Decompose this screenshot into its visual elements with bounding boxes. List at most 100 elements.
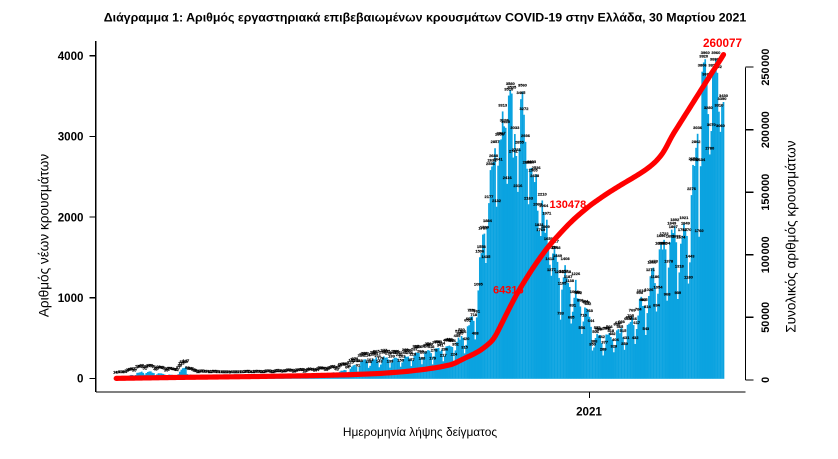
svg-text:74: 74 (141, 364, 146, 369)
svg-text:8: 8 (250, 369, 253, 374)
svg-text:1849: 1849 (681, 221, 691, 226)
svg-text:1692: 1692 (672, 233, 682, 238)
svg-text:2688: 2688 (489, 153, 499, 158)
svg-text:1722: 1722 (660, 231, 670, 236)
svg-text:1548: 1548 (552, 245, 562, 250)
svg-text:2936: 2936 (521, 133, 531, 138)
svg-text:42: 42 (127, 366, 132, 371)
svg-text:281: 281 (402, 347, 409, 352)
svg-text:150: 150 (397, 358, 404, 363)
svg-text:600: 600 (614, 321, 621, 326)
svg-text:9: 9 (122, 369, 125, 374)
svg-text:547: 547 (604, 326, 611, 331)
svg-text:3960: 3960 (711, 50, 721, 55)
svg-text:130478: 130478 (550, 199, 587, 211)
svg-text:320: 320 (416, 344, 423, 349)
svg-text:1378: 1378 (649, 259, 659, 264)
svg-text:565: 565 (617, 324, 624, 329)
svg-text:13: 13 (216, 369, 221, 374)
svg-text:276: 276 (405, 348, 412, 353)
svg-text:668: 668 (624, 316, 631, 321)
svg-text:49: 49 (170, 366, 175, 371)
svg-text:442: 442 (598, 334, 605, 339)
svg-text:8: 8 (230, 369, 233, 374)
svg-text:246: 246 (400, 350, 407, 355)
svg-text:11: 11 (120, 369, 125, 374)
svg-text:992: 992 (575, 290, 582, 295)
svg-text:91: 91 (356, 362, 361, 367)
svg-text:72: 72 (330, 364, 335, 369)
svg-text:13: 13 (123, 369, 128, 374)
svg-text:1449: 1449 (553, 253, 563, 258)
svg-text:318: 318 (428, 344, 435, 349)
svg-text:831: 831 (569, 303, 576, 308)
svg-text:67: 67 (328, 364, 333, 369)
svg-text:157: 157 (408, 357, 415, 362)
svg-text:92: 92 (147, 362, 152, 367)
svg-text:176: 176 (377, 356, 384, 361)
svg-text:405: 405 (444, 337, 451, 342)
svg-text:556: 556 (579, 325, 586, 330)
svg-text:1884: 1884 (483, 218, 493, 223)
svg-text:2613: 2613 (527, 159, 537, 164)
svg-text:2316: 2316 (513, 183, 523, 188)
svg-text:3060: 3060 (716, 123, 726, 128)
svg-text:Συνολικός αριθμός κρουσμάτων: Συνολικός αριθμός κρουσμάτων (784, 140, 799, 333)
svg-text:53: 53 (162, 366, 167, 371)
svg-text:2064: 2064 (539, 203, 549, 208)
svg-text:58: 58 (185, 365, 190, 370)
svg-text:379: 379 (434, 339, 441, 344)
svg-text:761: 761 (473, 308, 480, 313)
svg-text:51: 51 (143, 366, 148, 371)
svg-text:1408: 1408 (561, 256, 571, 261)
svg-text:Αριθμός νέων κρουσμάτων: Αριθμός νέων κρουσμάτων (37, 154, 52, 318)
svg-text:710: 710 (580, 313, 587, 318)
svg-text:76: 76 (150, 364, 155, 369)
svg-text:7: 7 (218, 369, 221, 374)
svg-text:46: 46 (325, 366, 330, 371)
svg-text:6: 6 (116, 369, 119, 374)
svg-text:2637: 2637 (690, 157, 700, 162)
svg-text:989: 989 (674, 290, 681, 295)
svg-text:32: 32 (175, 367, 180, 372)
svg-text:54: 54 (321, 365, 326, 370)
svg-text:17: 17 (254, 368, 259, 373)
svg-text:15: 15 (213, 369, 218, 374)
svg-text:2650: 2650 (689, 156, 699, 161)
svg-text:29: 29 (289, 367, 294, 372)
svg-text:383: 383 (435, 339, 442, 344)
svg-text:246: 246 (406, 350, 413, 355)
svg-text:136: 136 (365, 359, 372, 364)
svg-text:2857: 2857 (491, 139, 501, 144)
svg-text:239: 239 (385, 351, 392, 356)
svg-text:20: 20 (200, 368, 205, 373)
svg-text:1413: 1413 (545, 256, 555, 261)
svg-text:242: 242 (362, 350, 369, 355)
svg-text:705: 705 (627, 313, 634, 318)
svg-text:3535: 3535 (507, 85, 517, 90)
svg-text:644: 644 (588, 318, 595, 323)
svg-text:3430: 3430 (719, 93, 729, 98)
svg-text:388: 388 (591, 338, 598, 343)
svg-text:1849: 1849 (667, 221, 677, 226)
svg-text:65: 65 (336, 365, 341, 370)
svg-text:167: 167 (350, 356, 357, 361)
svg-text:2780: 2780 (705, 145, 715, 150)
svg-text:8: 8 (208, 369, 211, 374)
svg-text:60: 60 (319, 365, 324, 370)
svg-text:Ημερομηνία λήψης δείγματος: Ημερομηνία λήψης δείγματος (343, 425, 497, 439)
svg-text:2210: 2210 (538, 191, 548, 196)
svg-text:47: 47 (133, 366, 138, 371)
svg-text:339: 339 (423, 342, 430, 347)
svg-text:18: 18 (272, 368, 277, 373)
svg-text:1921: 1921 (679, 215, 689, 220)
svg-text:12: 12 (222, 369, 227, 374)
svg-text:24: 24 (277, 368, 282, 373)
svg-text:1558: 1558 (477, 244, 487, 249)
svg-text:11: 11 (237, 369, 242, 374)
svg-text:148: 148 (353, 358, 360, 363)
svg-text:1026: 1026 (644, 287, 654, 292)
svg-text:253: 253 (420, 349, 427, 354)
svg-text:12: 12 (225, 369, 230, 374)
svg-text:3110: 3110 (501, 119, 510, 124)
